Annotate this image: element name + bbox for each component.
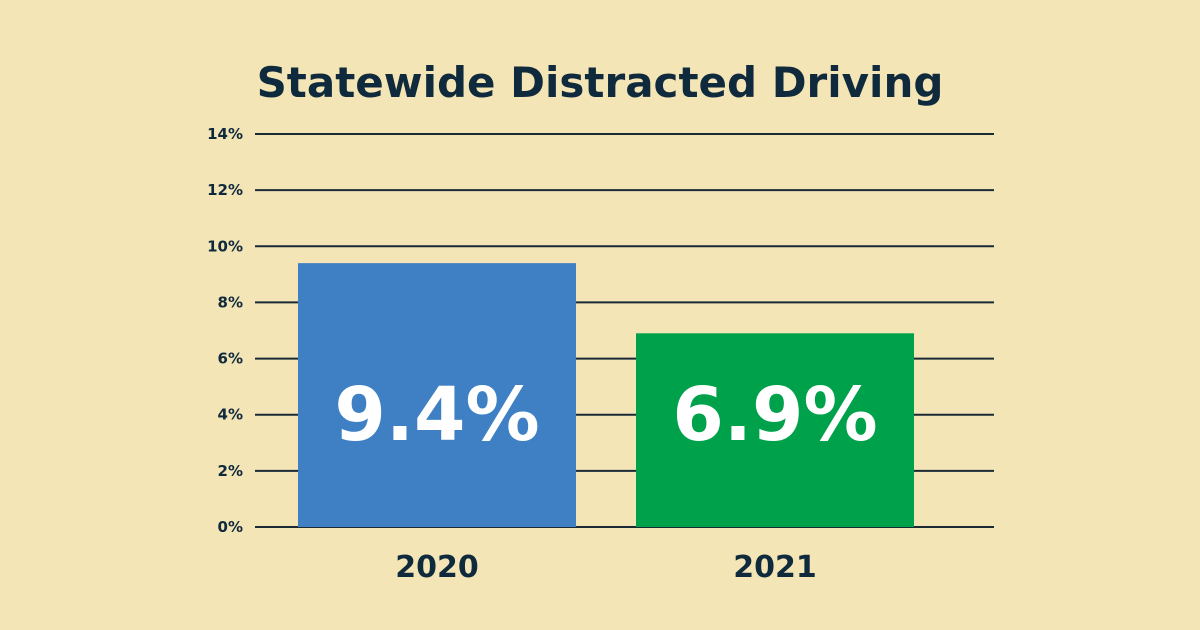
data-label: 6.9%: [672, 372, 877, 458]
data-label: 9.4%: [334, 372, 539, 458]
chart-title: Statewide Distracted Driving: [256, 58, 944, 107]
y-tick-label: 6%: [218, 350, 243, 368]
y-tick-label: 2%: [218, 462, 243, 480]
bar-2020: [298, 263, 576, 527]
y-tick-label: 14%: [207, 125, 243, 143]
bar-2021: [636, 333, 914, 527]
x-category-label: 2021: [733, 550, 817, 585]
y-tick-label: 10%: [207, 237, 243, 255]
y-tick-label: 0%: [218, 518, 243, 536]
y-tick-label: 4%: [218, 406, 243, 424]
y-tick-label: 12%: [207, 181, 243, 199]
x-category-label: 2020: [395, 550, 479, 585]
y-tick-label: 8%: [218, 293, 243, 311]
